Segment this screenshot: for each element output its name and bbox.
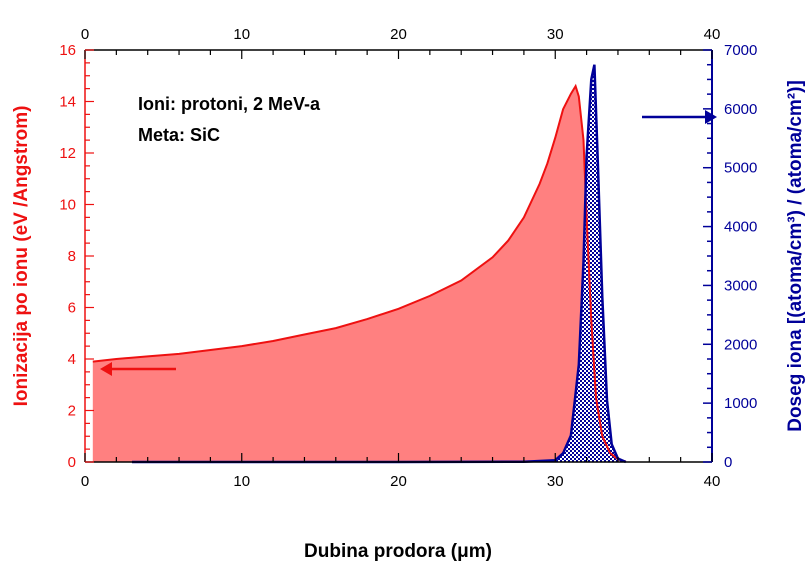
ionization-point: [492, 256, 494, 258]
ion-range-point: [593, 64, 595, 66]
ion-range-point: [562, 452, 564, 454]
x-tick-label: 10: [233, 473, 250, 490]
ionization-point: [575, 85, 577, 87]
ion-range-point: [582, 261, 584, 263]
x-top-tick-label: 0: [81, 26, 89, 43]
x-tick-label: 20: [390, 473, 407, 490]
y-right-tick-label: 2000: [724, 336, 757, 353]
ionization-point: [241, 345, 243, 347]
ionization-point: [429, 295, 431, 297]
ionization-point: [546, 162, 548, 164]
ionization-point: [147, 355, 149, 357]
ionization-point: [335, 327, 337, 329]
y-right-tick-label: 7000: [724, 42, 757, 59]
right-arrow-icon: [642, 110, 717, 124]
ion-range-point: [597, 155, 599, 157]
x-top-tick-label: 10: [233, 26, 250, 43]
ionization-point: [303, 334, 305, 336]
ionization-point: [554, 137, 556, 139]
ionization-point: [578, 95, 580, 97]
y-left-tick-label: 4: [68, 351, 76, 368]
ionization-point: [115, 358, 117, 360]
y-left-tick-label: 12: [59, 145, 76, 162]
ion-range-point: [606, 399, 608, 401]
ionization-point: [609, 452, 611, 454]
y-left-tick-label: 10: [59, 197, 76, 214]
ionization-point: [507, 240, 509, 242]
ionization-area: [92, 86, 626, 462]
x-tick-label: 30: [547, 473, 564, 490]
ionization-point: [92, 361, 94, 363]
y-left-tick-label: 2: [68, 403, 76, 420]
x-tick-label: 40: [704, 473, 721, 490]
x-top-tick-label: 40: [704, 26, 721, 43]
ionization-point: [590, 319, 592, 321]
x-axis-title: Dubina prodora (μm): [304, 541, 492, 562]
ion-range-point: [586, 155, 588, 157]
y-right-tick-label: 0: [724, 454, 732, 471]
annotation-ions: Ioni: protoni, 2 MeV-a: [138, 94, 321, 114]
ionization-point: [398, 308, 400, 310]
ion-range-point: [570, 435, 572, 437]
annotation-target: Meta: SiC: [138, 125, 220, 145]
ionization-point: [366, 318, 368, 320]
ion-range-point: [601, 296, 603, 298]
ionization-point: [595, 397, 597, 399]
y-left-tick-label: 6: [68, 300, 76, 317]
ionization-point: [601, 435, 603, 437]
y-left-tick-label: 8: [68, 248, 76, 265]
ionization-point: [582, 139, 584, 141]
ionization-point: [523, 216, 525, 218]
y-right-tick-label: 4000: [724, 219, 757, 236]
ionization-point: [272, 340, 274, 342]
ionization-point: [460, 279, 462, 281]
y-right-tick-label: 5000: [724, 160, 757, 177]
x-top-tick-label: 20: [390, 26, 407, 43]
ionization-point: [570, 93, 572, 95]
left-axis-title: Ionizacija po ionu (eV /Angstrom): [11, 106, 32, 407]
ionization-point: [539, 183, 541, 185]
y-right-tick-label: 3000: [724, 277, 757, 294]
ion-range-area: [132, 64, 626, 462]
y-left-tick-label: 14: [59, 94, 76, 111]
ionization-point: [209, 349, 211, 351]
y-left-tick-label: 16: [59, 42, 76, 59]
ion-range-point: [590, 78, 592, 80]
y-right-tick-label: 1000: [724, 395, 757, 412]
y-right-tick-label: 6000: [724, 101, 757, 118]
ionization-point: [586, 216, 588, 218]
ionization-point: [562, 108, 564, 110]
ticks: [84, 49, 713, 463]
x-tick-label: 0: [81, 473, 89, 490]
left-arrow-icon: [100, 362, 176, 376]
ionization-point: [178, 353, 180, 355]
x-top-tick-label: 30: [547, 26, 564, 43]
ion-range-point: [611, 443, 613, 445]
tick-labels: 0 10 20 30 400 10 20 30 400246810121416010002000…: [59, 26, 757, 490]
ion-range-point: [578, 364, 580, 366]
ionization-line: [92, 83, 627, 463]
y-left-tick-label: 0: [68, 454, 76, 471]
right-axis-title: Doseg iona [(atoma/cm³) / (atoma/cm²)]: [785, 80, 806, 432]
